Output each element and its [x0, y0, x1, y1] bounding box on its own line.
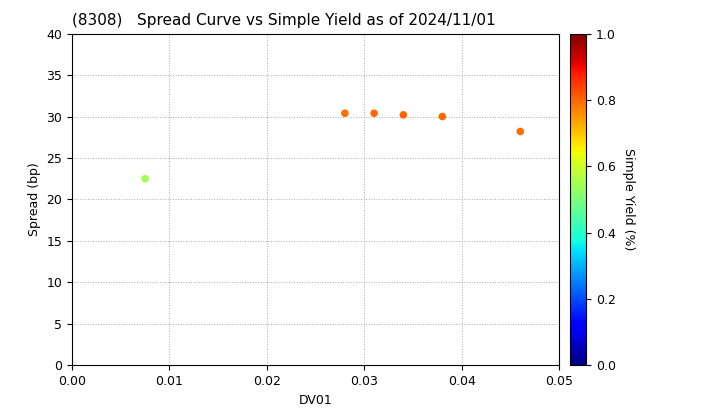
Point	[369, 110, 380, 117]
Point	[140, 176, 151, 182]
Point	[397, 112, 409, 118]
Point	[515, 128, 526, 135]
Text: (8308)   Spread Curve vs Simple Yield as of 2024/11/01: (8308) Spread Curve vs Simple Yield as o…	[72, 13, 495, 28]
Y-axis label: Spread (bp): Spread (bp)	[28, 163, 41, 236]
Point	[339, 110, 351, 117]
X-axis label: DV01: DV01	[299, 394, 333, 407]
Y-axis label: Simple Yield (%): Simple Yield (%)	[622, 148, 636, 251]
Point	[436, 113, 448, 120]
